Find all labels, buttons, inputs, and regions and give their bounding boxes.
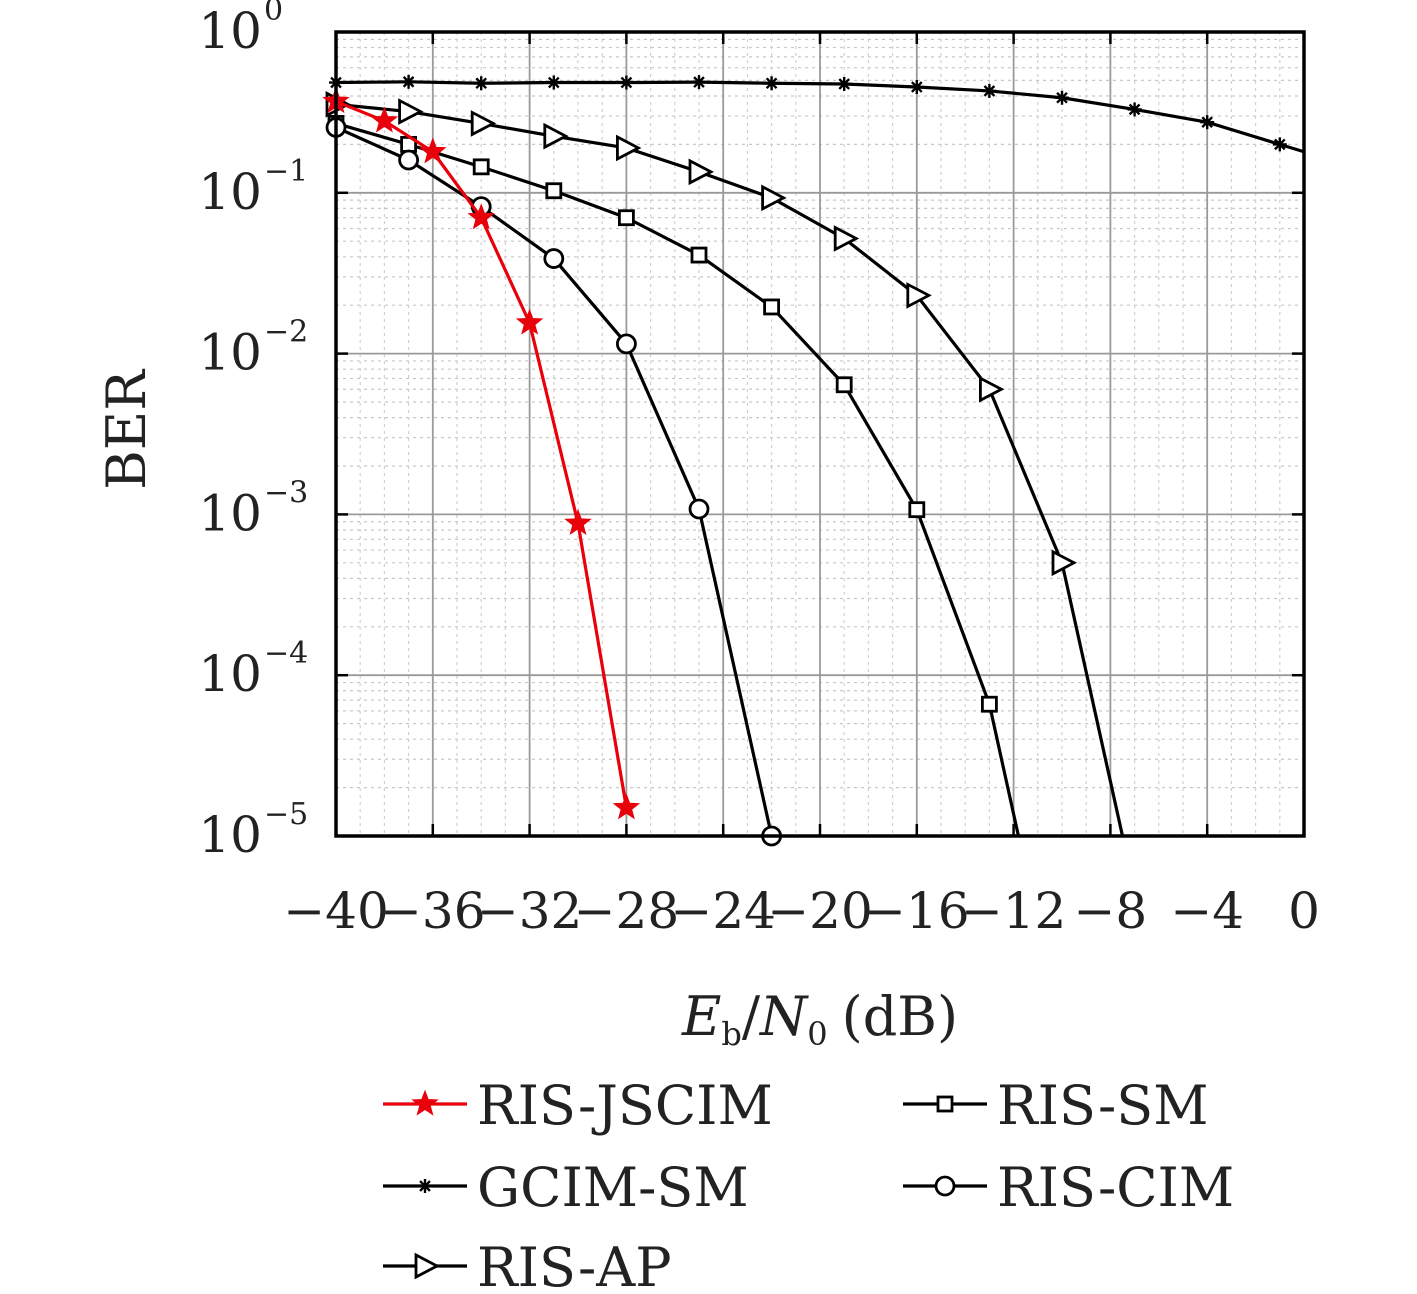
data-point	[761, 184, 787, 212]
x-axis-label: Eb/N0 (dB)	[681, 985, 958, 1053]
y-tick-exponent: −3	[264, 475, 308, 510]
x-tick-label: −28	[574, 882, 680, 940]
data-point	[763, 298, 780, 316]
data-point	[546, 75, 561, 90]
x-axis-label-sub-0: 0	[807, 1015, 827, 1053]
x-tick-label: −8	[1074, 882, 1148, 940]
data-point	[909, 79, 924, 94]
data-point	[1272, 137, 1287, 152]
data-point	[515, 308, 544, 335]
legend-item-ris-ap: RIS-AP	[383, 1236, 672, 1294]
series-ris-cim	[325, 117, 782, 847]
data-point	[979, 375, 1005, 403]
legend-label: RIS-CIM	[997, 1156, 1234, 1219]
data-point	[543, 248, 565, 269]
data-point	[1127, 102, 1142, 117]
data-point	[616, 134, 642, 162]
data-point	[543, 122, 569, 150]
data-point	[982, 83, 997, 98]
data-point	[837, 76, 852, 91]
y-tick-label: 10	[198, 163, 262, 221]
y-axis-label: BER	[95, 369, 158, 490]
data-point	[835, 376, 853, 394]
data-point	[414, 1252, 441, 1280]
data-point	[618, 209, 635, 227]
x-tick-label: −16	[864, 882, 970, 940]
y-tick-label: 10	[198, 484, 262, 542]
data-point	[472, 158, 490, 176]
x-tick-label: −20	[767, 882, 873, 940]
series-layer	[322, 74, 1304, 847]
data-point	[833, 225, 860, 252]
y-tick-exponent: −5	[264, 797, 308, 832]
legend-item-ris-sm: RIS-SM	[903, 1074, 1209, 1137]
x-axis-label-n: N	[758, 985, 809, 1048]
x-axis-label-slash: /	[742, 985, 761, 1048]
x-tick-label: −24	[670, 882, 776, 940]
y-tick-exponent: 0	[264, 0, 283, 28]
data-point	[398, 98, 424, 125]
x-tick-label: −36	[380, 882, 486, 940]
x-tick-label: −4	[1170, 882, 1244, 940]
data-point	[616, 333, 637, 355]
y-tick-label: 10	[198, 2, 262, 60]
x-tick-label: −32	[477, 882, 583, 940]
data-point	[370, 106, 399, 133]
data-point	[1055, 90, 1069, 105]
data-point	[1051, 549, 1078, 577]
data-point	[564, 508, 592, 535]
legend: RIS-JSCIM RIS-SM GCIM-SM RIS-CIM RIS-AP	[383, 1074, 1234, 1294]
data-point	[419, 137, 447, 164]
y-tick-exponent: −1	[264, 154, 308, 189]
legend-label: RIS-AP	[477, 1236, 672, 1294]
y-tick-exponent: −2	[264, 315, 308, 350]
data-point	[411, 1089, 439, 1116]
x-axis-label-unit: (dB)	[842, 985, 958, 1048]
data-point	[467, 203, 495, 230]
data-point	[545, 182, 563, 200]
data-point	[764, 76, 779, 91]
series-line-ris-ap	[335, 102, 1125, 837]
data-point	[688, 158, 715, 186]
y-tick-label: 10	[198, 806, 262, 864]
data-point	[906, 282, 932, 309]
data-point	[619, 75, 634, 90]
data-point	[612, 793, 641, 820]
x-tick-label: 0	[1288, 882, 1320, 940]
data-point	[474, 76, 489, 91]
data-point	[936, 1095, 954, 1113]
data-point	[470, 110, 497, 137]
y-tick-label: 10	[198, 324, 262, 382]
legend-label: RIS-SM	[997, 1074, 1209, 1137]
data-point	[398, 149, 420, 171]
y-tick-label: 10	[198, 645, 262, 703]
x-tick-label: −12	[961, 882, 1067, 940]
data-point	[1200, 115, 1215, 130]
data-point	[934, 1175, 956, 1197]
legend-item-gcim-sm: GCIM-SM	[383, 1156, 749, 1219]
legend-item-ris-cim: RIS-CIM	[903, 1156, 1234, 1219]
legend-label: GCIM-SM	[477, 1156, 749, 1219]
data-point	[418, 1179, 432, 1193]
grid	[335, 31, 1305, 837]
data-point	[981, 695, 998, 713]
legend-label: RIS-JSCIM	[477, 1074, 773, 1137]
data-point	[908, 501, 926, 519]
x-axis-label-sub-b: b	[721, 1015, 741, 1053]
data-point	[690, 246, 708, 264]
data-point	[688, 498, 710, 520]
legend-item-ris-jscim: RIS-JSCIM	[383, 1074, 773, 1137]
x-axis-label-e: E	[681, 985, 721, 1048]
data-point	[692, 75, 706, 90]
data-point	[401, 74, 416, 89]
x-tick-label: −40	[283, 882, 389, 940]
y-tick-exponent: −4	[264, 636, 308, 671]
